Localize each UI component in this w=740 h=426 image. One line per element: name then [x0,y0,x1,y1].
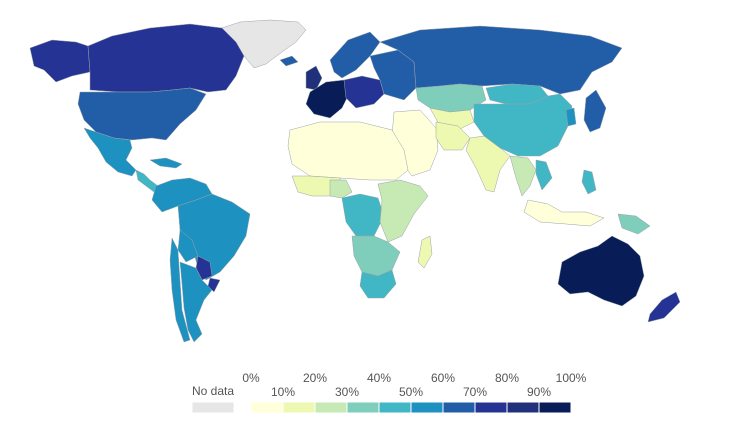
region-north-africa [287,121,409,181]
region-alaska [29,39,91,83]
region-central-africa [341,193,385,237]
legend-swatch-60-70pct [442,401,476,414]
legend-swatch-40-50pct [378,401,412,414]
region-papua-new-guinea [617,213,651,235]
legend-bottom-label: 10% [271,385,295,399]
region-indonesia [523,199,605,227]
legend-bottom-label: 50% [399,385,423,399]
map-legend: No data 0% 20% 40% 60% 80% 100% 10% 30% 50% 70% 9… [191,371,587,414]
legend-swatch-10-20pct [282,401,316,414]
region-southern-africa [351,235,401,277]
legend-top-label: 100% [556,371,587,385]
legend-swatch-70-80pct [474,401,508,414]
legend-no-data-swatch [191,401,235,414]
legend-swatch-50-60pct [410,401,444,414]
region-madagascar [417,235,433,269]
region-canada [87,23,245,93]
region-nigeria [329,179,353,199]
legend-top-label: 80% [495,371,519,385]
legend-bottom-labels: 10% 30% 50% 70% 90% [271,385,551,399]
region-chile [169,237,191,343]
legend-top-label: 60% [431,371,455,385]
region-philippines [581,169,597,195]
region-uk-ireland [305,65,323,91]
legend-top-label: 40% [367,371,391,385]
region-east-africa [377,179,429,243]
region-new-zealand [647,291,681,323]
region-russia [379,25,623,95]
legend-bottom-label: 30% [335,385,359,399]
region-argentina [179,261,213,343]
legend-swatch-30-40pct [346,401,380,414]
region-iran [435,121,471,151]
legend-swatch-80-90pct [506,401,540,414]
region-south-africa [359,269,397,299]
legend-bins [250,401,572,414]
region-caribbean [149,157,183,169]
region-japan [583,89,607,133]
region-australia [557,235,645,307]
region-uruguay [207,277,221,293]
region-korea [565,107,577,127]
map-regions [29,19,681,343]
region-vietnam [535,159,553,191]
legend-bottom-label: 70% [463,385,487,399]
legend-no-data-label: No data [192,384,234,398]
region-central-america [135,169,159,193]
region-scandinavia [329,31,381,79]
legend-swatch-90-100pct [538,401,572,414]
legend-swatch-0-10pct [250,401,284,414]
region-iceland [279,55,299,67]
legend-top-label: 0% [242,371,260,385]
region-india [465,135,511,193]
region-southeast-asia [509,155,537,197]
region-central-europe [343,75,385,109]
world-map [29,19,681,343]
legend-top-label: 20% [303,371,327,385]
region-paraguay [195,255,213,281]
region-western-europe [305,79,351,119]
legend-swatch-20-30pct [314,401,348,414]
legend-bottom-label: 90% [527,385,551,399]
region-bolivia [177,229,199,263]
region-united-states [77,87,207,141]
legend-top-labels: 0% 20% 40% 60% 80% 100% [242,371,586,385]
